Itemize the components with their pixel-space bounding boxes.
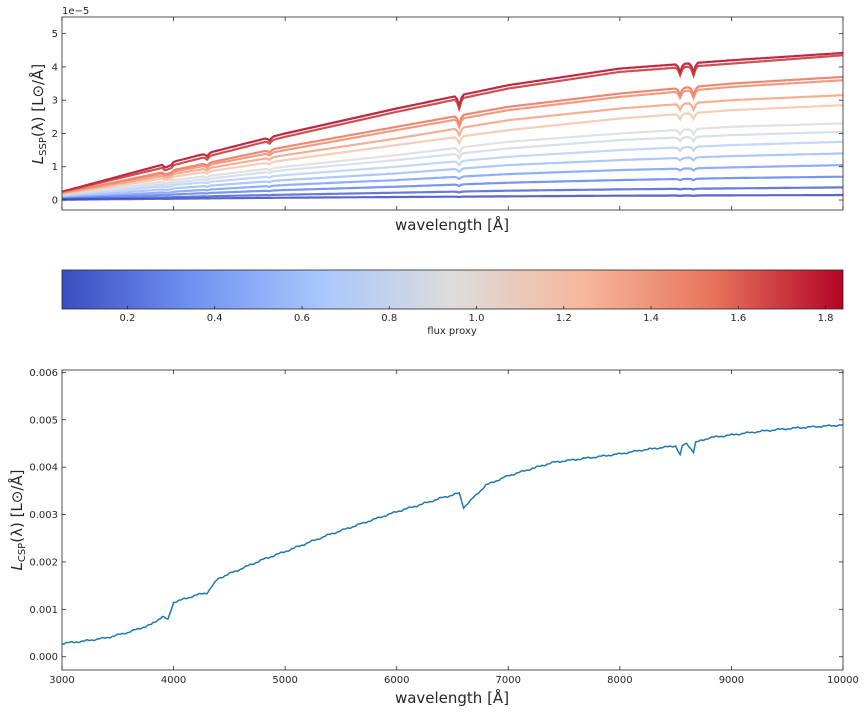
ssp-x-ticks (61, 17, 844, 210)
ssp-series-line (61, 75, 844, 195)
ssp-offset-text: 1e−5 (62, 6, 89, 17)
ssp-y-tick-label: 0 (52, 196, 58, 207)
ssp-y-tick-label: 3 (52, 96, 58, 107)
csp-x-tick-label: 5000 (272, 675, 297, 686)
csp-y-tick-label: 0.001 (29, 605, 58, 616)
ssp-y-axis-label: LSSP(λ) [L⊙/Å] (28, 64, 49, 164)
ssp-y-ticks: 0 1 2 3 4 5 (52, 29, 843, 207)
ssp-y-label-main: L (29, 156, 47, 164)
csp-x-tick-label: 3000 (49, 675, 74, 686)
colorbar-label: flux proxy (427, 326, 477, 337)
colorbar-tick-label: 0.6 (294, 313, 310, 324)
colorbar-tick-label: 1.6 (730, 313, 746, 324)
csp-x-tick-label: 10000 (827, 675, 859, 686)
colorbar-tick-label: 0.8 (381, 313, 397, 324)
csp-y-axis-label: LCSP(λ) [L⊙/Å] (7, 469, 28, 570)
colorbar-tick-label: 1.8 (818, 313, 834, 324)
csp-x-ticks: 3000 4000 5000 6000 7000 8000 9000 10000 (49, 370, 859, 686)
csp-x-tick-label: 9000 (719, 675, 744, 686)
ssp-series-line (61, 54, 844, 194)
ssp-series-line (61, 130, 844, 198)
colorbar-tick-label: 1.0 (469, 313, 485, 324)
ssp-plot-frame (61, 16, 844, 211)
ssp-series-line (61, 122, 843, 197)
ssp-x-axis-label: wavelength [Å] (395, 215, 509, 234)
ssp-y-label-rest: (λ) [L⊙/Å] (28, 64, 47, 137)
ssp-series-group (61, 51, 844, 201)
colorbar: 0.2 0.4 0.6 0.8 1.0 1.2 1.4 1.6 1.8 flux proxy (61, 269, 844, 337)
ssp-series-line (61, 152, 844, 199)
csp-x-tick-label: 4000 (161, 675, 186, 686)
csp-y-tick-label: 0.000 (29, 652, 58, 663)
ssp-panel: 0 1 2 3 4 5 1e−5 wavelength [Å] LSSP(λ) [L⊙/Å… (28, 6, 844, 234)
csp-y-tick-label: 0.003 (29, 510, 58, 521)
csp-panel: 0.000 0.001 0.002 0.003 0.004 0.005 0.006 3000… (7, 368, 859, 707)
ssp-y-tick-label: 2 (52, 129, 58, 140)
ssp-series-line (61, 94, 844, 196)
csp-x-tick-label: 6000 (384, 675, 409, 686)
csp-x-tick-label: 7000 (496, 675, 521, 686)
colorbar-tick-label: 0.4 (207, 313, 223, 324)
ssp-y-tick-label: 5 (52, 29, 58, 40)
csp-x-tick-label: 8000 (607, 675, 632, 686)
csp-x-axis-label: wavelength [Å] (395, 688, 509, 707)
csp-y-tick-label: 0.004 (29, 463, 58, 474)
ssp-y-tick-label: 4 (52, 62, 58, 73)
csp-y-tick-label: 0.006 (29, 368, 58, 379)
csp-series-line (61, 423, 844, 645)
colorbar-ticks: 0.2 0.4 0.6 0.8 1.0 1.2 1.4 1.6 1.8 (119, 306, 834, 324)
colorbar-tick-label: 1.4 (643, 313, 659, 324)
ssp-y-tick-label: 1 (52, 162, 58, 173)
csp-y-ticks: 0.000 0.001 0.002 0.003 0.004 0.005 0.006 (29, 368, 843, 663)
ssp-y-label-sub: SSP (38, 137, 49, 156)
ssp-series-line (61, 186, 843, 201)
csp-y-label-main: L (8, 562, 26, 570)
ssp-series-line (61, 104, 844, 197)
csp-y-label-sub: CSP (17, 543, 28, 562)
csp-y-tick-label: 0.005 (29, 415, 58, 426)
csp-plot-frame (61, 369, 844, 671)
colorbar-tick-label: 0.2 (119, 313, 135, 324)
ssp-series-line (61, 175, 844, 200)
ssp-series-line (61, 79, 844, 195)
colorbar-gradient (61, 269, 844, 310)
ssp-series-line (61, 51, 844, 193)
csp-y-label-rest: (λ) [L⊙/Å] (7, 469, 26, 542)
colorbar-tick-label: 1.2 (556, 313, 572, 324)
ssp-series-line (61, 164, 843, 200)
ssp-series-line (62, 193, 843, 201)
csp-y-tick-label: 0.002 (29, 557, 58, 568)
ssp-series-line (61, 140, 844, 199)
